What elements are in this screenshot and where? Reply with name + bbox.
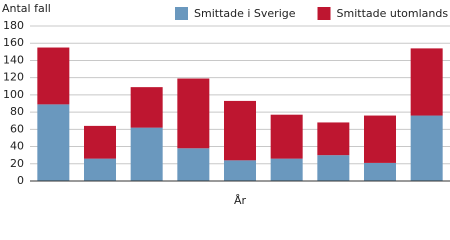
bar-segment [364,115,396,163]
y-tick-label: 120 [3,71,24,84]
legend-label: Smittade i Sverige [194,7,296,20]
bar-segment [84,158,116,181]
bar-segment [37,47,70,105]
bar-segment [130,87,163,128]
bar-segment [270,158,303,181]
y-tick-label: 80 [10,105,24,118]
legend-swatch [175,7,188,20]
bar-segment [84,125,116,159]
bar-segment [130,127,163,181]
chart: Antal fall År 0 20 40 60 80 100 120 140 160 180 Sm… [2,2,450,207]
x-axis-label: År [234,194,247,207]
y-tick-label: 140 [3,53,24,66]
bar-segment [270,114,303,159]
bar-segment [224,160,256,181]
y-tick-label: 160 [3,36,24,49]
bar-segment [317,155,350,181]
y-tick-label: 0 [17,174,24,187]
bar-segment [364,162,396,181]
y-tick-label: 40 [10,140,24,153]
bar-segment [177,148,210,181]
bar-segment [37,104,70,181]
legend-swatch [317,7,331,20]
bar-segment [410,115,443,181]
bar-segment [177,78,210,149]
bar-segment [224,100,256,161]
legend-label: Smittade utomlands [337,7,449,20]
y-tick-label: 180 [3,19,24,32]
bar-segment [317,122,350,156]
y-tick-label: 60 [10,122,24,135]
y-tick-label: 20 [10,157,24,170]
bar-segment [410,48,443,116]
y-axis-label: Antal fall [2,2,51,15]
y-tick-label: 100 [3,88,24,101]
